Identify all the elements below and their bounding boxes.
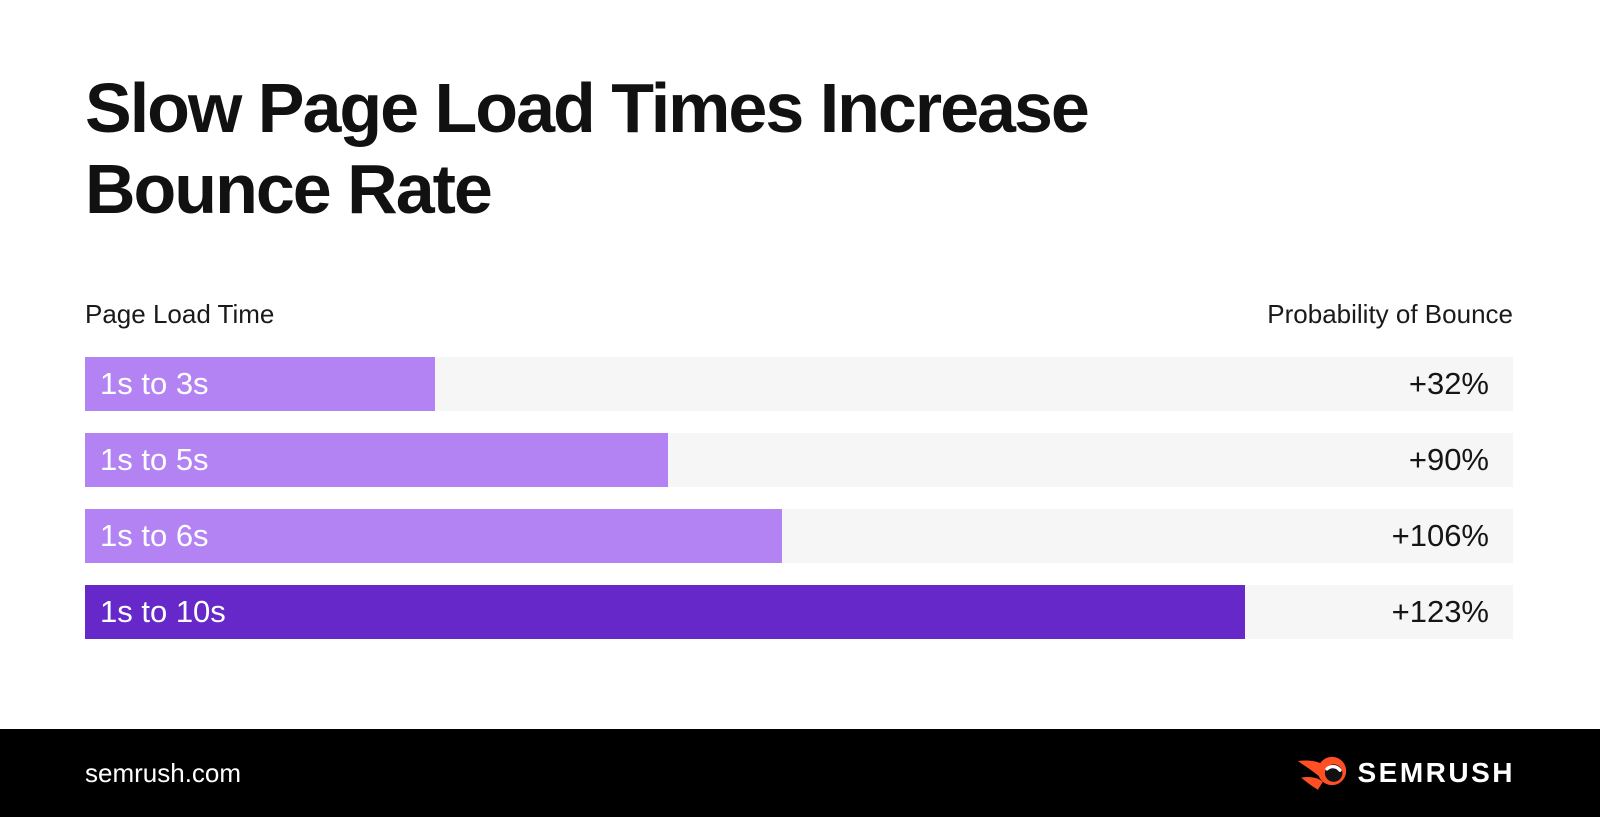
site-url: semrush.com	[85, 757, 242, 788]
value-label: +106%	[1391, 518, 1489, 553]
bar-label: 1s to 3s	[100, 366, 209, 401]
bar: 1s to 3s	[85, 357, 435, 411]
semrush-logo: SEMRUSH	[1297, 750, 1515, 797]
chart-row: 1s to 3s +32%	[85, 357, 1513, 411]
page-title-line2: Bounce Rate	[85, 150, 493, 228]
page-title: Slow Page Load Times Increase Bounce Rat…	[85, 68, 1090, 230]
chart-row: 1s to 6s +106%	[85, 509, 1513, 563]
value-label: +123%	[1391, 594, 1489, 629]
page-title-line1: Slow Page Load Times Increase	[85, 69, 1090, 147]
semrush-wordmark: SEMRUSH	[1357, 757, 1515, 788]
bar-label: 1s to 10s	[100, 594, 226, 629]
left-axis-header: Page Load Time	[85, 299, 275, 329]
value-label: +90%	[1408, 442, 1489, 477]
chart-row: 1s to 5s +90%	[85, 433, 1513, 487]
column-headers: Page Load Time Probability of Bounce	[85, 299, 1513, 330]
footer-bar: semrush.com SEMRUSH	[0, 729, 1600, 817]
bar: 1s to 5s	[85, 433, 668, 487]
bar-label: 1s to 6s	[100, 518, 209, 553]
bar-chart: 1s to 3s +32% 1s to 5s +90% 1s to 6s +10…	[85, 357, 1513, 639]
semrush-flame-icon	[1297, 750, 1347, 797]
chart-row: 1s to 10s +123%	[85, 585, 1513, 639]
bar-label: 1s to 5s	[100, 442, 209, 477]
bar: 1s to 6s	[85, 509, 782, 563]
bar: 1s to 10s	[85, 585, 1245, 639]
value-label: +32%	[1408, 366, 1489, 401]
right-axis-header: Probability of Bounce	[1267, 299, 1513, 329]
